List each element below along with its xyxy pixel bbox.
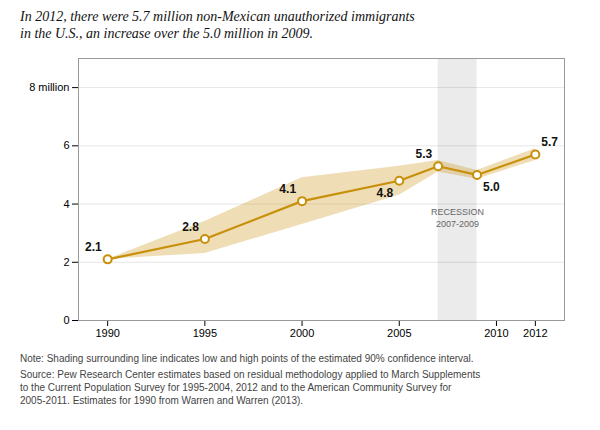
svg-text:2012: 2012 <box>523 327 547 339</box>
svg-text:5.0: 5.0 <box>483 180 500 194</box>
svg-text:2000: 2000 <box>290 327 314 339</box>
svg-text:8 million: 8 million <box>29 81 69 93</box>
html-text:In 2012, there were 5.7 millio: In 2012, there were 5.7 million non-Mexi… <box>20 9 415 24</box>
html-text:to the Current Population Surv: to the Current Population Survey for 199… <box>20 382 452 393</box>
svg-text:6: 6 <box>63 139 69 151</box>
svg-text:1990: 1990 <box>95 327 119 339</box>
html-text:Note: Shading surrounding line: Note: Shading surrounding line indicates… <box>20 353 474 364</box>
svg-text:1995: 1995 <box>193 327 217 339</box>
html-text:2005-2011. Estimates for 1990: 2005-2011. Estimates for 1990 from Warre… <box>20 395 304 406</box>
svg-text:4.8: 4.8 <box>377 186 394 200</box>
svg-text:5.3: 5.3 <box>415 147 432 161</box>
svg-text:0: 0 <box>63 314 69 326</box>
html-text:Source: Pew Research Center es: Source: Pew Research Center estimates ba… <box>20 369 481 380</box>
svg-text:2: 2 <box>63 256 69 268</box>
svg-text:RECESSION2007-2009: RECESSION2007-2009 <box>431 207 484 229</box>
svg-text:2.8: 2.8 <box>182 220 199 234</box>
svg-text:2010: 2010 <box>484 327 508 339</box>
svg-text:2005: 2005 <box>387 327 411 339</box>
svg-text:4.1: 4.1 <box>279 182 296 196</box>
svg-text:4: 4 <box>63 198 69 210</box>
svg-text:5.7: 5.7 <box>541 135 558 149</box>
html-text:in the U.S., an increase over: in the U.S., an increase over the 5.0 mi… <box>20 26 314 41</box>
svg-text:2.1: 2.1 <box>85 240 102 254</box>
